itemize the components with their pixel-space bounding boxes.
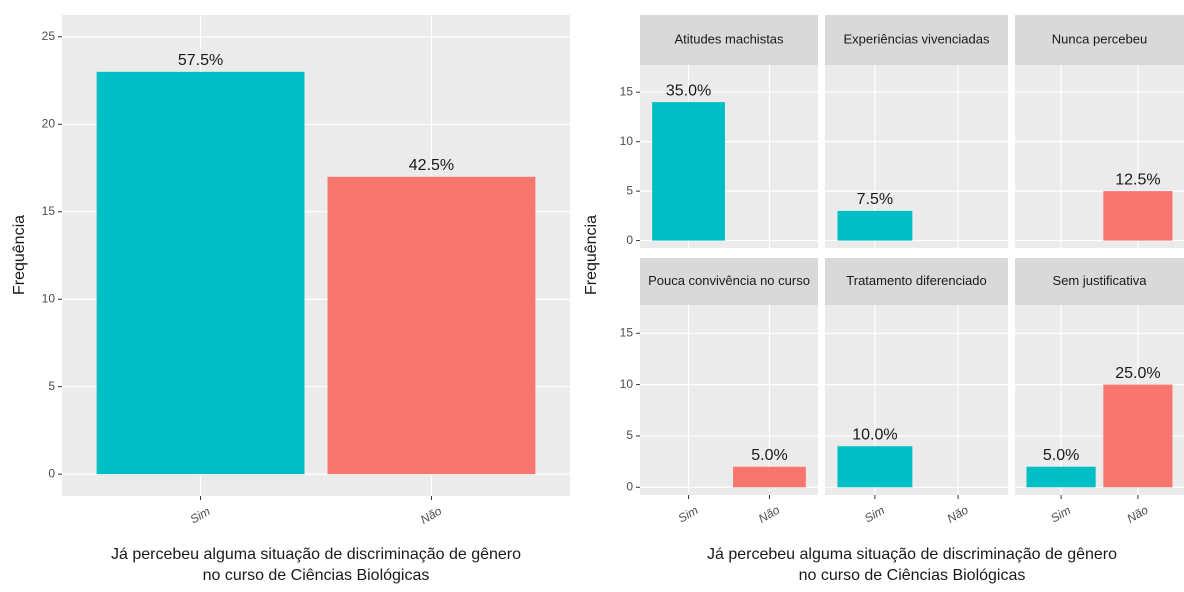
x-tick-label: Sim [862,503,887,525]
y-tick-label: 10 [620,377,634,391]
x-axis-label: no curso de Ciências Biológicas [799,567,1026,584]
bar [837,446,913,488]
y-tick-label: 0 [626,479,633,493]
y-tick-label: 0 [626,233,633,247]
facet-strip [1015,15,1184,65]
facet-title: Experiências vivenciadas [844,31,990,46]
bar [1103,384,1173,488]
data-label: 25.0% [1115,365,1160,382]
facet-title: Nunca percebeu [1052,31,1147,46]
data-label: 5.0% [751,447,787,464]
y-tick-label: 10 [42,291,56,305]
data-label: 35.0% [666,82,711,99]
bar [733,466,806,488]
facet-strip [825,258,1008,305]
bar [652,102,725,241]
bar [1026,466,1096,488]
y-tick-label: 15 [620,84,634,98]
facet-title: Tratamento diferenciado [846,273,986,288]
panel-background [640,305,818,495]
facet-title: Pouca convivência no curso [648,273,810,288]
x-axis-label: no curso de Ciências Biológicas [203,567,430,584]
x-tick-label: Não [756,503,782,526]
x-tick-label: Não [1124,503,1150,526]
y-axis-label: Frequência [11,215,28,295]
x-tick-label: Não [418,504,444,527]
facet-strip [640,258,818,305]
bar [837,210,913,241]
y-tick-label: 25 [42,29,56,43]
y-tick-label: 5 [626,183,633,197]
data-label: 7.5% [857,191,893,208]
y-tick-label: 15 [42,204,56,218]
data-label: 42.5% [409,157,454,174]
x-axis-label: Já percebeu alguma situação de discrimin… [111,546,521,563]
x-tick-label: Sim [1048,503,1073,525]
data-label: 57.5% [178,52,223,69]
facet-strip [640,15,818,65]
facet-title: Atitudes machistas [674,31,784,46]
y-tick-label: 5 [48,379,55,393]
data-label: 5.0% [1043,447,1079,464]
facet-strip [825,15,1008,65]
y-tick-label: 10 [620,134,634,148]
bar [1103,191,1173,241]
bar [96,71,305,475]
y-tick-label: 0 [48,466,55,480]
y-tick-label: 5 [626,428,633,442]
facet-title: Sem justificativa [1053,273,1148,288]
x-axis-label: Já percebeu alguma situação de discrimin… [707,546,1117,563]
y-tick-label: 15 [620,325,634,339]
data-label: 10.0% [852,426,897,443]
y-tick-label: 20 [42,116,56,130]
x-tick-label: Sim [676,503,701,525]
bar [327,176,536,475]
x-tick-label: Sim [188,504,213,526]
data-label: 12.5% [1115,171,1160,188]
y-axis-label: Frequência [583,215,600,295]
x-tick-label: Não [945,503,971,526]
facet-strip [1015,258,1184,305]
